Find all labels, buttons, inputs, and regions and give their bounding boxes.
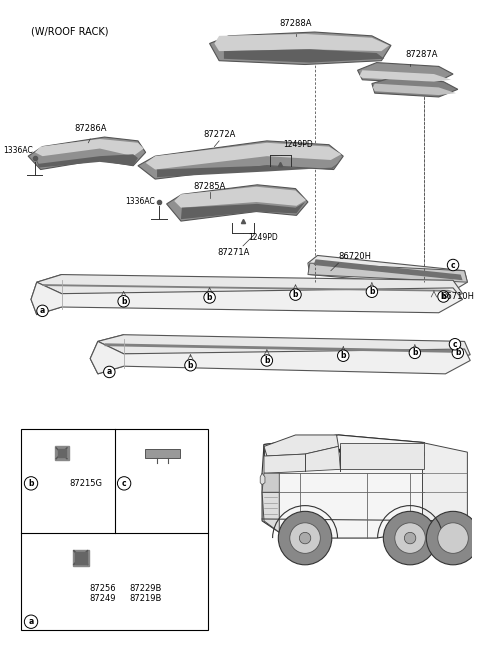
Circle shape: [337, 350, 349, 361]
Text: b: b: [412, 348, 418, 357]
Circle shape: [278, 511, 332, 565]
Text: 1336AC: 1336AC: [125, 198, 155, 206]
Text: 87272A: 87272A: [203, 130, 235, 139]
Text: a: a: [107, 367, 112, 376]
Polygon shape: [215, 34, 389, 51]
Text: 87285A: 87285A: [193, 181, 226, 191]
Polygon shape: [262, 473, 279, 492]
Polygon shape: [145, 143, 341, 170]
Text: 86720H: 86720H: [338, 252, 372, 261]
Bar: [22, 429, 208, 630]
Polygon shape: [31, 275, 61, 315]
Polygon shape: [181, 202, 305, 219]
Text: 87288A: 87288A: [279, 19, 312, 28]
Text: c: c: [451, 261, 456, 269]
Polygon shape: [358, 62, 453, 83]
Polygon shape: [279, 446, 424, 456]
Polygon shape: [264, 435, 338, 456]
Text: (W/ROOF RACK): (W/ROOF RACK): [31, 26, 108, 36]
Polygon shape: [90, 334, 124, 374]
Circle shape: [438, 291, 449, 302]
Polygon shape: [167, 185, 308, 221]
Text: b: b: [293, 290, 298, 299]
Text: a: a: [28, 617, 34, 626]
Polygon shape: [37, 275, 463, 300]
Circle shape: [290, 289, 301, 300]
Polygon shape: [35, 154, 138, 168]
Circle shape: [384, 511, 437, 565]
Polygon shape: [264, 435, 424, 473]
Text: a: a: [40, 306, 45, 315]
Polygon shape: [98, 334, 470, 361]
Text: b: b: [455, 348, 461, 357]
Circle shape: [449, 338, 461, 350]
Text: 87287A: 87287A: [405, 50, 438, 58]
Polygon shape: [308, 263, 468, 283]
Text: 87256
87249: 87256 87249: [89, 584, 116, 603]
Polygon shape: [340, 443, 424, 469]
Text: 86710H: 86710H: [442, 292, 475, 301]
Circle shape: [204, 292, 216, 303]
Polygon shape: [264, 446, 340, 473]
Text: 1249PD: 1249PD: [283, 139, 313, 148]
Circle shape: [261, 355, 273, 366]
Circle shape: [24, 615, 38, 628]
Polygon shape: [138, 141, 343, 179]
Text: c: c: [453, 340, 457, 349]
Polygon shape: [35, 139, 144, 156]
Circle shape: [366, 286, 378, 298]
Polygon shape: [260, 473, 265, 485]
Text: b: b: [207, 293, 212, 302]
Polygon shape: [422, 443, 468, 521]
Circle shape: [409, 347, 420, 359]
Text: b: b: [369, 287, 375, 296]
Text: b: b: [28, 479, 34, 488]
Polygon shape: [43, 284, 455, 292]
Text: b: b: [441, 292, 446, 301]
Polygon shape: [262, 492, 279, 532]
Circle shape: [24, 477, 38, 490]
Text: 87286A: 87286A: [74, 124, 107, 133]
Polygon shape: [224, 49, 384, 62]
Circle shape: [37, 305, 48, 317]
Polygon shape: [313, 260, 463, 281]
Circle shape: [438, 523, 468, 553]
Circle shape: [290, 523, 320, 553]
Text: 87215G: 87215G: [69, 479, 102, 488]
Circle shape: [452, 347, 464, 359]
Text: b: b: [121, 297, 126, 306]
Text: 1249PD: 1249PD: [248, 233, 277, 242]
Circle shape: [404, 532, 416, 544]
Polygon shape: [210, 32, 391, 64]
Polygon shape: [90, 342, 470, 374]
Text: 87229B
87219B: 87229B 87219B: [129, 584, 161, 603]
Text: c: c: [122, 479, 126, 488]
Polygon shape: [174, 187, 306, 208]
Polygon shape: [31, 283, 463, 315]
Text: b: b: [340, 351, 346, 360]
Text: 1336AC: 1336AC: [3, 146, 33, 155]
Circle shape: [300, 532, 311, 544]
Polygon shape: [373, 83, 456, 95]
Bar: [145, 449, 180, 458]
Polygon shape: [105, 344, 458, 353]
Polygon shape: [262, 435, 424, 538]
Polygon shape: [360, 70, 451, 81]
Circle shape: [118, 477, 131, 490]
Polygon shape: [372, 78, 458, 97]
Circle shape: [118, 296, 130, 307]
Circle shape: [447, 260, 459, 271]
Circle shape: [104, 366, 115, 378]
Polygon shape: [157, 163, 338, 177]
Text: b: b: [188, 361, 193, 370]
Polygon shape: [28, 137, 145, 170]
Circle shape: [185, 359, 196, 371]
Polygon shape: [308, 256, 468, 288]
Circle shape: [426, 511, 480, 565]
Text: b: b: [264, 356, 270, 365]
Text: 87271A: 87271A: [217, 248, 250, 257]
Circle shape: [395, 523, 425, 553]
